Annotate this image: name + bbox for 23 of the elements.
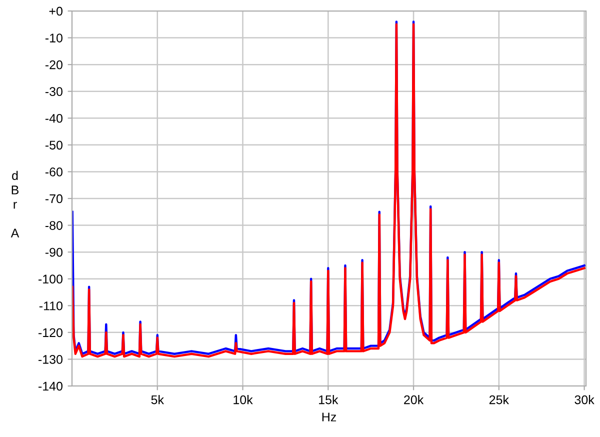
y-tick-label: -50 [45, 140, 62, 150]
text: dBr A [10, 170, 20, 238]
y-tick-label: -60 [45, 168, 62, 176]
y-tick-label: -10 [45, 34, 62, 42]
y-tick-label: -130 [38, 355, 62, 364]
y-tick-label: -120 [38, 328, 62, 338]
y-tick-label: -30 [45, 87, 62, 96]
y-tick-label: -70 [45, 194, 62, 204]
x-tick-label: 10k [234, 395, 253, 404]
x-tick-label: 30k [574, 395, 594, 404]
x-tick-label: 5k [151, 395, 164, 404]
y-tick-label: -20 [45, 60, 62, 70]
y-tick-label: +0 [49, 6, 62, 16]
x-axis-title: Hz [322, 412, 336, 422]
y-tick-label: -110 [39, 301, 62, 310]
x-tick-label: 20k [404, 395, 424, 404]
y-tick-label: -140 [38, 382, 62, 391]
y-tick-label: -80 [45, 221, 62, 230]
y-tick-label: -40 [45, 114, 62, 123]
y-tick-label: -90 [45, 248, 62, 257]
y-tick-label: -100 [38, 274, 62, 284]
x-tick-label: 25k [489, 395, 510, 404]
x-tick-label: 15k [319, 395, 338, 404]
